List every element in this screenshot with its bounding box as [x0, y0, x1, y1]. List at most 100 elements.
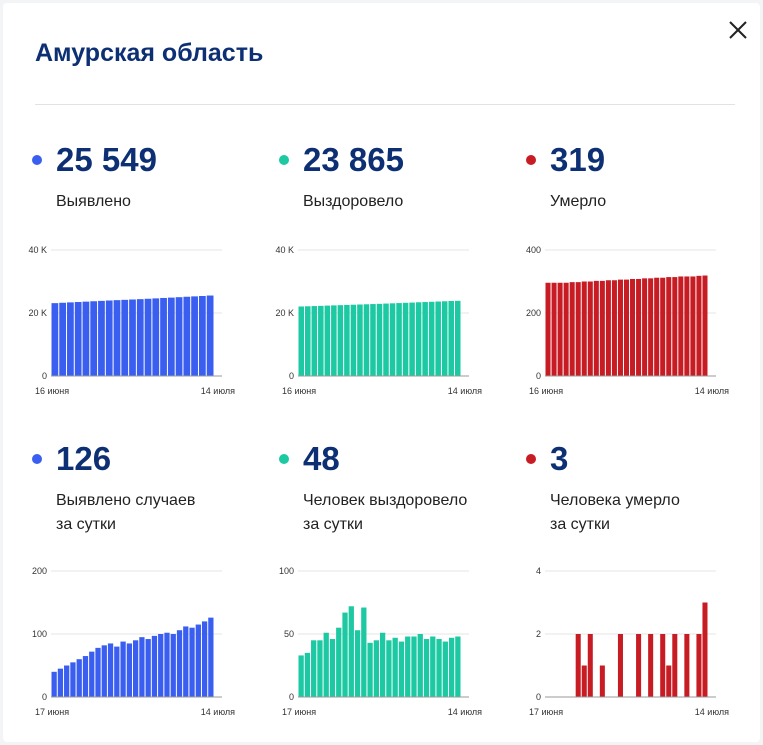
chart-bar: [392, 637, 398, 697]
chart-bar: [133, 640, 139, 697]
chart-bar: [298, 655, 304, 697]
legend-dot-icon: [32, 155, 42, 165]
chart-bar: [630, 278, 636, 376]
chart-bar: [120, 641, 126, 697]
chart-bar: [442, 641, 448, 697]
chart-bar: [105, 300, 113, 376]
y-tick-label: 20 K: [275, 308, 294, 318]
chart-bar: [617, 634, 623, 697]
chart-bar: [367, 642, 373, 697]
chart-bar: [448, 301, 454, 376]
chart-bar: [198, 295, 206, 376]
y-tick-label: 2: [536, 629, 541, 639]
x-tick-label-first: 16 июня: [529, 386, 563, 396]
chart-bar: [422, 302, 428, 376]
x-tick-label-last: 14 июля: [695, 707, 729, 717]
chart-bar: [331, 305, 337, 376]
chart-bar: [318, 305, 324, 376]
chart-bar: [581, 281, 587, 376]
chart-bar: [376, 303, 383, 376]
y-tick-label: 40 K: [275, 245, 294, 255]
stat-label-line2: за сутки: [56, 516, 116, 533]
chart-bar: [350, 304, 357, 376]
chart-bar: [107, 643, 114, 697]
y-tick-label: 200: [32, 566, 47, 576]
chart-bar: [82, 301, 90, 376]
chart-bar: [636, 634, 642, 697]
chart-bar: [344, 304, 350, 376]
chart-bar: [176, 630, 183, 697]
chart-bar: [383, 303, 389, 376]
stat-card-died-daily: 3 Человека умерло за сутки 0 2 4 17 июня 14 июл…: [526, 433, 746, 743]
chart-bar: [57, 668, 64, 697]
chart-bar: [336, 627, 342, 697]
x-tick-label-last: 14 июля: [201, 707, 235, 717]
chart-bar: [95, 647, 101, 697]
close-button[interactable]: [723, 15, 753, 45]
chart-bar: [605, 280, 611, 376]
stat-card-died: 319 Умерло 0 200 400 16 июня 14 июля: [526, 134, 746, 444]
y-tick-label: 400: [526, 245, 541, 255]
chart-bar: [436, 639, 442, 697]
y-tick-label: 0: [289, 371, 294, 381]
chart-bar: [654, 277, 660, 376]
chart-bar: [454, 300, 461, 376]
chart-bar: [145, 639, 151, 697]
x-tick-label-first: 16 июня: [282, 386, 316, 396]
chart-bar: [587, 281, 593, 376]
chart-bar: [323, 632, 329, 697]
chart-bar: [311, 640, 317, 697]
chart-bar: [305, 306, 311, 376]
stat-label-line1: Человек выздоровело: [303, 492, 468, 509]
stat-card-recovered-daily: 48 Человек выздоровело за сутки 0 50 100 17 ию…: [279, 433, 499, 743]
chart-bar: [51, 303, 59, 376]
chart-bar: [411, 636, 417, 697]
chart-bar: [70, 662, 76, 697]
stat-value: 23 865: [303, 141, 404, 178]
chart-bar: [696, 275, 702, 376]
chart-bar: [126, 643, 132, 697]
chart-bar: [183, 296, 191, 376]
chart-bar: [690, 276, 696, 376]
chart-bar: [361, 607, 367, 697]
chart-bar: [64, 665, 70, 697]
chart-bar: [167, 297, 175, 376]
chart-bar: [617, 279, 623, 376]
chart-bar: [672, 634, 678, 697]
x-tick-label-first: 17 июня: [529, 707, 563, 717]
stat-label-line1: Умерло: [550, 193, 607, 210]
chart-bar: [183, 626, 189, 697]
chart-bar: [678, 276, 684, 376]
chart-bar: [298, 306, 305, 376]
y-tick-label: 40 K: [28, 245, 47, 255]
chart-bar: [76, 659, 82, 697]
chart-bar: [189, 627, 195, 697]
chart-bar: [386, 640, 392, 697]
chart-bar: [59, 302, 67, 376]
chart-bar: [380, 632, 386, 697]
stat-label-line1: Человека умерло: [550, 492, 680, 509]
chart-bar: [575, 282, 581, 376]
chart-bar: [348, 606, 354, 697]
stat-label-line2: за сутки: [303, 516, 363, 533]
x-tick-label-first: 17 июня: [282, 707, 316, 717]
chart-bar: [402, 302, 409, 376]
y-tick-label: 0: [289, 692, 294, 702]
chart-bar: [152, 298, 160, 376]
chart-bar: [702, 602, 708, 697]
chart-bar: [593, 280, 599, 376]
chart-bar: [599, 665, 605, 697]
chart-bar: [170, 634, 176, 697]
y-tick-label: 50: [284, 629, 294, 639]
chart-bar: [428, 301, 435, 376]
chart-bar: [430, 636, 436, 697]
chart-bar: [354, 630, 361, 697]
chart-bar: [696, 634, 702, 697]
chart-bar: [136, 299, 144, 376]
stat-label: Человек выздоровело за сутки: [303, 489, 503, 537]
legend-dot-icon: [526, 155, 536, 165]
chart-bar: [129, 299, 136, 376]
stat-card-recovered: 23 865 Выздоровело 0 20 K 40 K 16 июня 14 июля: [275, 134, 499, 444]
chart-bar: [370, 304, 376, 376]
chart-bar: [206, 295, 214, 376]
